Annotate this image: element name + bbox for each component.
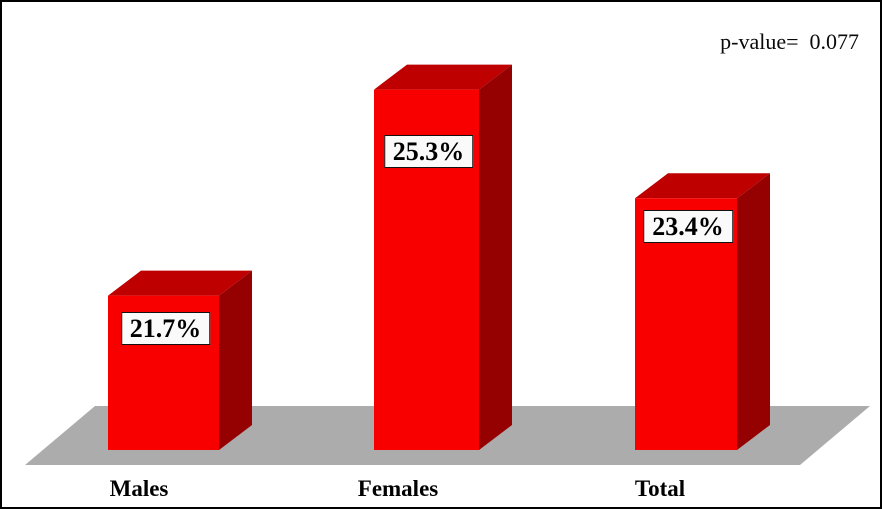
category-label: Total bbox=[634, 476, 686, 501]
bar-side-face bbox=[479, 64, 512, 450]
bar-top-face bbox=[374, 64, 512, 90]
bar-value-label: 21.7% bbox=[120, 312, 211, 345]
bar-value-label: 25.3% bbox=[383, 135, 474, 168]
bar-side-face bbox=[219, 270, 252, 450]
category-label: Males bbox=[109, 476, 169, 501]
bar-side-face bbox=[737, 173, 770, 451]
bar-front-face bbox=[635, 198, 737, 450]
category-label: Females bbox=[357, 476, 439, 501]
bar-top-face bbox=[108, 270, 252, 296]
bar-top-face bbox=[635, 173, 770, 199]
bar-value-label: 23.4% bbox=[643, 210, 733, 243]
bar-front-face bbox=[374, 89, 479, 450]
p-value-annotation: p-value= 0.077 bbox=[720, 29, 859, 54]
